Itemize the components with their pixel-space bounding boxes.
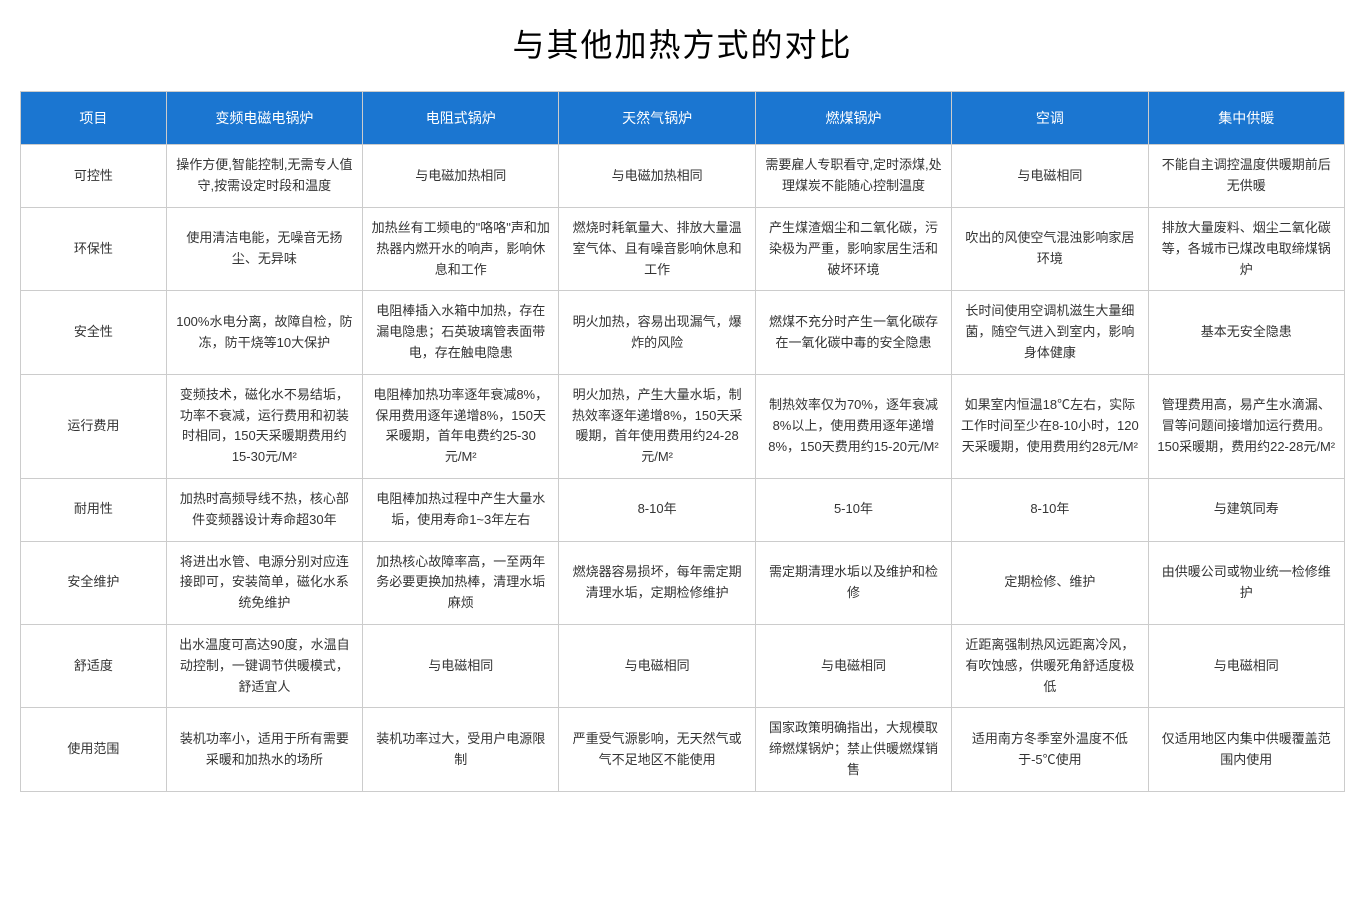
header-col-5: 空调	[952, 92, 1148, 145]
table-cell: 适用南方冬季室外温度不低于-5℃使用	[952, 708, 1148, 791]
comparison-table: 项目 变频电磁电锅炉 电阻式锅炉 天然气锅炉 燃煤锅炉 空调 集中供暖 可控性 …	[20, 91, 1345, 792]
table-cell: 排放大量废料、烟尘二氧化碳等，各城市已煤改电取缔煤锅炉	[1148, 207, 1344, 290]
table-cell: 与电磁相同	[559, 624, 755, 707]
table-cell: 加热时高频导线不热，核心部件变频器设计寿命超30年	[166, 478, 362, 541]
row-label: 舒适度	[21, 624, 167, 707]
table-cell: 与电磁加热相同	[559, 145, 755, 208]
table-cell: 与电磁相同	[363, 624, 559, 707]
table-cell: 装机功率小，适用于所有需要采暖和加热水的场所	[166, 708, 362, 791]
header-col-2: 电阻式锅炉	[363, 92, 559, 145]
header-col-0: 项目	[21, 92, 167, 145]
table-cell: 近距离强制热风远距离冷风，有吹蚀感，供暖死角舒适度极低	[952, 624, 1148, 707]
table-cell: 加热核心故障率高，一至两年务必要更换加热棒，清理水垢麻烦	[363, 541, 559, 624]
table-cell: 严重受气源影响，无天然气或气不足地区不能使用	[559, 708, 755, 791]
table-row: 舒适度 出水温度可高达90度，水温自动控制，一键调节供暖模式，舒适宜人 与电磁相…	[21, 624, 1345, 707]
table-cell: 与建筑同寿	[1148, 478, 1344, 541]
table-cell: 电阻棒加热过程中产生大量水垢，使用寿命1~3年左右	[363, 478, 559, 541]
table-body: 可控性 操作方便,智能控制,无需专人值守,按需设定时段和温度 与电磁加热相同 与…	[21, 145, 1345, 791]
table-row: 运行费用 变频技术，磁化水不易结垢，功率不衰减，运行费用和初装时相同，150天采…	[21, 374, 1345, 478]
table-cell: 8-10年	[559, 478, 755, 541]
table-row: 可控性 操作方便,智能控制,无需专人值守,按需设定时段和温度 与电磁加热相同 与…	[21, 145, 1345, 208]
table-cell: 与电磁加热相同	[363, 145, 559, 208]
row-label: 运行费用	[21, 374, 167, 478]
table-cell: 需要雇人专职看守,定时添煤,处理煤炭不能随心控制温度	[755, 145, 951, 208]
table-cell: 制热效率仅为70%，逐年衰减8%以上，使用费用逐年递增8%，150天费用约15-…	[755, 374, 951, 478]
table-cell: 管理费用高，易产生水滴漏、冒等问题间接增加运行费用。150采暖期，费用约22-2…	[1148, 374, 1344, 478]
table-cell: 明火加热，产生大量水垢，制热效率逐年递增8%，150天采暖期，首年使用费用约24…	[559, 374, 755, 478]
header-col-3: 天然气锅炉	[559, 92, 755, 145]
table-cell: 不能自主调控温度供暖期前后无供暖	[1148, 145, 1344, 208]
table-cell: 燃烧时耗氧量大、排放大量温室气体、且有噪音影响休息和工作	[559, 207, 755, 290]
table-cell: 由供暖公司或物业统一检修维护	[1148, 541, 1344, 624]
table-cell: 仅适用地区内集中供暖覆盖范围内使用	[1148, 708, 1344, 791]
table-cell: 如果室内恒温18℃左右，实际工作时间至少在8-10小时，120天采暖期，使用费用…	[952, 374, 1148, 478]
table-cell: 需定期清理水垢以及维护和检修	[755, 541, 951, 624]
table-cell: 产生煤渣烟尘和二氧化碳，污染极为严重，影响家居生活和破坏环境	[755, 207, 951, 290]
table-cell: 出水温度可高达90度，水温自动控制，一键调节供暖模式，舒适宜人	[166, 624, 362, 707]
row-label: 使用范围	[21, 708, 167, 791]
page-title: 与其他加热方式的对比	[20, 20, 1345, 66]
table-cell: 8-10年	[952, 478, 1148, 541]
table-cell: 燃烧器容易损坏，每年需定期清理水垢，定期检修维护	[559, 541, 755, 624]
table-cell: 100%水电分离，故障自检，防冻，防干烧等10大保护	[166, 291, 362, 374]
table-cell: 变频技术，磁化水不易结垢，功率不衰减，运行费用和初装时相同，150天采暖期费用约…	[166, 374, 362, 478]
row-label: 可控性	[21, 145, 167, 208]
table-cell: 使用清洁电能，无噪音无扬尘、无异味	[166, 207, 362, 290]
table-cell: 5-10年	[755, 478, 951, 541]
row-label: 环保性	[21, 207, 167, 290]
table-row: 安全维护 将进出水管、电源分别对应连接即可，安装简单，磁化水系统免维护 加热核心…	[21, 541, 1345, 624]
row-label: 安全维护	[21, 541, 167, 624]
table-row: 耐用性 加热时高频导线不热，核心部件变频器设计寿命超30年 电阻棒加热过程中产生…	[21, 478, 1345, 541]
table-cell: 基本无安全隐患	[1148, 291, 1344, 374]
row-label: 安全性	[21, 291, 167, 374]
header-col-1: 变频电磁电锅炉	[166, 92, 362, 145]
table-cell: 燃煤不充分时产生一氧化碳存在一氧化碳中毒的安全隐患	[755, 291, 951, 374]
table-row: 安全性 100%水电分离，故障自检，防冻，防干烧等10大保护 电阻棒插入水箱中加…	[21, 291, 1345, 374]
table-cell: 将进出水管、电源分别对应连接即可，安装简单，磁化水系统免维护	[166, 541, 362, 624]
header-col-6: 集中供暖	[1148, 92, 1344, 145]
table-header-row: 项目 变频电磁电锅炉 电阻式锅炉 天然气锅炉 燃煤锅炉 空调 集中供暖	[21, 92, 1345, 145]
table-row: 使用范围 装机功率小，适用于所有需要采暖和加热水的场所 装机功率过大，受用户电源…	[21, 708, 1345, 791]
table-cell: 电阻棒加热功率逐年衰减8%，保用费用逐年递增8%，150天采暖期，首年电费约25…	[363, 374, 559, 478]
table-cell: 定期检修、维护	[952, 541, 1148, 624]
table-cell: 与电磁相同	[952, 145, 1148, 208]
table-cell: 操作方便,智能控制,无需专人值守,按需设定时段和温度	[166, 145, 362, 208]
table-cell: 国家政策明确指出，大规模取缔燃煤锅炉；禁止供暖燃煤销售	[755, 708, 951, 791]
header-col-4: 燃煤锅炉	[755, 92, 951, 145]
table-cell: 长时间使用空调机滋生大量细菌，随空气进入到室内，影响身体健康	[952, 291, 1148, 374]
table-cell: 与电磁相同	[755, 624, 951, 707]
table-cell: 加热丝有工频电的"咯咯"声和加热器内燃开水的响声，影响休息和工作	[363, 207, 559, 290]
row-label: 耐用性	[21, 478, 167, 541]
table-cell: 与电磁相同	[1148, 624, 1344, 707]
table-row: 环保性 使用清洁电能，无噪音无扬尘、无异味 加热丝有工频电的"咯咯"声和加热器内…	[21, 207, 1345, 290]
table-cell: 吹出的风使空气混浊影响家居环境	[952, 207, 1148, 290]
table-cell: 明火加热，容易出现漏气，爆炸的风险	[559, 291, 755, 374]
table-cell: 电阻棒插入水箱中加热，存在漏电隐患；石英玻璃管表面带电，存在触电隐患	[363, 291, 559, 374]
table-cell: 装机功率过大，受用户电源限制	[363, 708, 559, 791]
